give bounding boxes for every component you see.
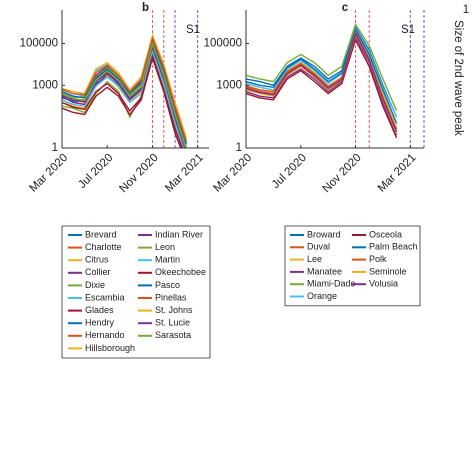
legend-label: St. Johns [155,305,193,315]
legend-label: Volusia [369,279,398,289]
legend-label: Citrus [85,255,109,265]
legend-label: Palm Beach [369,242,418,252]
x-tick-label: Mar 2020 [27,152,70,195]
legend-label: Polk [369,254,387,264]
legend-label: Broward [307,229,341,239]
legend-label: Orange [307,291,337,301]
x-tick-label: Mar 2021 [163,152,206,195]
legend-label: Brevard [85,229,117,239]
colorbar-label: Size of 2nd wave peak [452,20,464,136]
series-line [246,27,398,118]
x-tick-label: Mar 2021 [376,152,419,195]
x-tick-label: Mar 2020 [211,152,254,195]
legend-label: Escambia [85,292,125,302]
series-line [62,32,188,139]
y-tick-label: 1000 [32,79,58,91]
y-tick-label: 1 [236,142,242,154]
legend-label: Hillsborough [85,343,135,353]
legend-label: Pinellas [155,292,187,302]
series-line [62,41,187,148]
legend-label: Charlotte [85,242,122,252]
panel-title: b [142,2,149,14]
series-line [62,38,188,145]
series-line [62,53,184,148]
y-tick-label: 100000 [20,38,58,50]
series-line [246,25,398,118]
y-tick-label: 1000 [216,79,242,91]
legend-label: Leon [155,242,175,252]
legend-box [61,225,211,359]
series-line [62,35,188,142]
legend-label: Miami-Dade [307,279,356,289]
legend-label: Lee [307,254,322,264]
legend-label: Manatee [307,266,342,276]
x-tick-label: Jul 2020 [76,152,115,191]
legend-label: Okeechobee [155,267,206,277]
legend-label: Glades [85,305,114,315]
legend-label: St. Lucie [155,318,190,328]
legend-label: Hendry [85,318,115,328]
legend-label: Pasco [155,280,180,290]
legend-label: Hernando [85,330,125,340]
series-line [246,28,398,124]
colorbar-tick: 1 [463,4,469,16]
legend-label: Osceola [369,229,402,239]
series-line [62,49,185,148]
legend-label: Sarasota [155,330,191,340]
legend-label: Dixie [85,280,105,290]
legend-label: Duval [307,242,330,252]
x-tick-label: Jul 2020 [270,152,309,191]
x-tick-label: Nov 2020 [117,152,160,195]
legend-label: Indian River [155,229,203,239]
x-tick-label: Nov 2020 [321,152,364,195]
legend-label: Collier [85,267,111,277]
y-tick-label: 100000 [204,38,242,50]
legend-box [284,225,421,307]
series-line [246,22,398,112]
annotation: S1 [186,24,200,36]
y-tick-label: 1 [52,142,58,154]
series-line [246,37,398,139]
series-line [246,32,398,132]
legend-label: Martin [155,255,180,265]
annotation: S1 [401,24,415,36]
legend-label: Seminole [369,266,407,276]
panel-title: c [342,2,349,14]
